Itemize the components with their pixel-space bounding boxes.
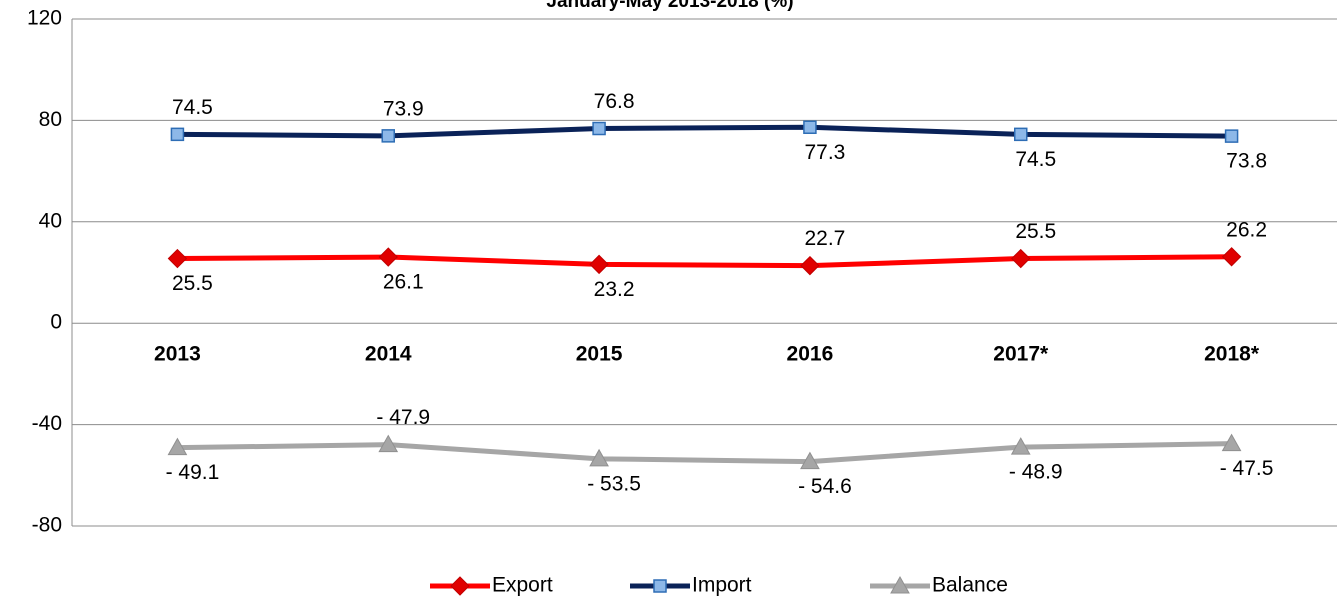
y-tick-label: 0 [50, 311, 62, 334]
marker [1014, 127, 1028, 142]
y-tick-label: -40 [32, 412, 62, 435]
legend-label: Export [492, 574, 553, 597]
data-label: - 49.1 [166, 461, 220, 484]
data-label: - 48.9 [1009, 461, 1063, 484]
marker [378, 247, 398, 267]
marker [167, 437, 188, 456]
data-label: - 47.5 [1220, 457, 1274, 480]
x-tick-label: 2015 [576, 343, 623, 366]
marker [167, 248, 188, 269]
marker [803, 120, 817, 134]
series-line [177, 254, 1232, 269]
data-label: 25.5 [172, 272, 213, 295]
data-label: 73.9 [383, 97, 424, 120]
data-label: 74.5 [1015, 148, 1056, 171]
marker [381, 129, 395, 143]
marker [800, 451, 820, 470]
marker [450, 576, 470, 596]
series-line [177, 124, 1232, 139]
y-tick-label: 80 [39, 108, 62, 131]
data-label: - 54.6 [798, 475, 852, 498]
data-label: 74.5 [172, 96, 213, 119]
x-tick-label: 2017* [993, 343, 1049, 366]
x-tick-label: 2018* [1204, 343, 1260, 366]
data-label: 22.7 [804, 227, 845, 250]
marker [800, 255, 820, 276]
marker [1221, 433, 1242, 452]
data-label: - 47.9 [376, 406, 430, 429]
data-label: 23.2 [594, 278, 635, 301]
marker [589, 254, 609, 275]
marker [890, 575, 910, 594]
marker [1221, 247, 1242, 267]
marker [170, 127, 185, 142]
chart-title: January-May 2013-2018 (%) [546, 0, 793, 12]
marker [1010, 437, 1031, 455]
marker [378, 434, 399, 453]
legend-label: Import [692, 574, 752, 597]
y-tick-label: 40 [39, 209, 62, 232]
data-label: 76.8 [594, 90, 635, 113]
marker [1224, 129, 1239, 143]
data-label: 25.5 [1015, 220, 1056, 243]
marker [589, 448, 609, 467]
series-line [177, 441, 1232, 465]
x-tick-label: 2013 [154, 343, 201, 366]
data-label: - 53.5 [587, 472, 641, 495]
data-label: 73.8 [1226, 150, 1267, 173]
legend-label: Balance [932, 574, 1008, 597]
y-tick-label: 120 [27, 7, 62, 30]
data-label: 26.2 [1226, 218, 1267, 241]
x-tick-label: 2014 [365, 343, 412, 366]
marker [653, 579, 667, 593]
data-label: 77.3 [804, 141, 845, 164]
y-tick-label: -80 [32, 514, 62, 537]
marker [592, 121, 606, 136]
marker [1011, 248, 1031, 269]
data-label: 26.1 [383, 271, 424, 294]
x-tick-label: 2016 [787, 343, 834, 366]
